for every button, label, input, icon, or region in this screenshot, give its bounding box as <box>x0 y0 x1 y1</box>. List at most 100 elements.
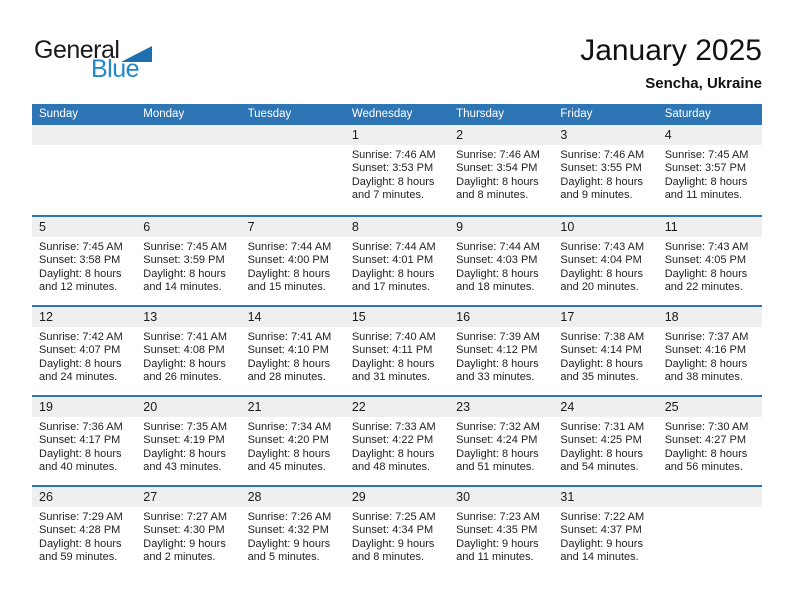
day-cell: 6 Sunrise: 7:45 AM Sunset: 3:59 PM Daylight… <box>136 217 241 305</box>
day-number: 24 <box>553 397 658 417</box>
daylight-text: Daylight: 8 hours and 9 minutes. <box>560 175 643 202</box>
day-info: Sunrise: 7:42 AM Sunset: 4:07 PM Daylight:… <box>32 327 136 385</box>
day-cell: 28 Sunrise: 7:26 AM Sunset: 4:32 PM Dayligh… <box>240 487 345 575</box>
sunrise-text: Sunrise: 7:35 AM <box>143 421 228 433</box>
daylight-text: Daylight: 8 hours and 15 minutes. <box>247 267 331 294</box>
day-number: 14 <box>240 307 345 327</box>
sunset-text: Sunset: 4:37 PM <box>560 524 642 537</box>
day-info: Sunrise: 7:25 AM Sunset: 4:34 PM Daylight:… <box>345 507 449 565</box>
sunrise-text: Sunrise: 7:44 AM <box>351 241 436 253</box>
sunrise-text: Sunrise: 7:45 AM <box>143 241 228 253</box>
daylight-text: Daylight: 8 hours and 33 minutes. <box>456 357 539 384</box>
calendar-grid: 1 Sunrise: 7:46 AM Sunset: 3:53 PM Daylight… <box>32 125 762 575</box>
day-cell: 31 Sunrise: 7:22 AM Sunset: 4:37 PM Dayligh… <box>553 487 658 575</box>
sunset-text: Sunset: 4:20 PM <box>247 434 329 447</box>
general-blue-logo: General Blue <box>34 38 154 82</box>
sunset-text: Sunset: 4:28 PM <box>39 524 121 537</box>
daylight-text: Daylight: 9 hours and 11 minutes. <box>456 537 539 564</box>
day-info: Sunrise: 7:34 AM Sunset: 4:20 PM Daylight:… <box>241 417 345 475</box>
day-number: 18 <box>657 307 762 327</box>
day-cell: 16 Sunrise: 7:39 AM Sunset: 4:12 PM Dayligh… <box>449 307 554 395</box>
day-cell: 9 Sunrise: 7:44 AM Sunset: 4:03 PM Daylight… <box>449 217 554 305</box>
daylight-text: Daylight: 8 hours and 18 minutes. <box>456 267 539 294</box>
day-info: Sunrise: 7:33 AM Sunset: 4:22 PM Daylight:… <box>345 417 449 475</box>
day-number: 10 <box>553 217 658 237</box>
day-info: Sunrise: 7:37 AM Sunset: 4:16 PM Daylight:… <box>658 327 762 385</box>
day-info <box>32 145 136 149</box>
daylight-text: Daylight: 8 hours and 56 minutes. <box>664 447 748 474</box>
day-info: Sunrise: 7:39 AM Sunset: 4:12 PM Daylight:… <box>449 327 553 385</box>
day-number: 1 <box>344 125 450 145</box>
daylight-text: Daylight: 8 hours and 38 minutes. <box>664 357 748 384</box>
day-cell: 12 Sunrise: 7:42 AM Sunset: 4:07 PM Dayligh… <box>32 307 137 395</box>
sunset-text: Sunset: 4:35 PM <box>456 524 538 537</box>
day-info: Sunrise: 7:29 AM Sunset: 4:28 PM Daylight:… <box>32 507 136 565</box>
day-cell: 4 Sunrise: 7:45 AM Sunset: 3:57 PM Daylight… <box>657 125 762 215</box>
weekday-header-wednesday: Wednesday <box>351 108 413 120</box>
day-info: Sunrise: 7:43 AM Sunset: 4:05 PM Daylight:… <box>658 237 762 295</box>
daylight-text: Daylight: 8 hours and 14 minutes. <box>143 267 226 294</box>
sunset-text: Sunset: 4:16 PM <box>664 344 747 357</box>
sunrise-text: Sunrise: 7:31 AM <box>560 421 645 433</box>
day-cell: 24 Sunrise: 7:31 AM Sunset: 4:25 PM Dayligh… <box>553 397 658 485</box>
daylight-text: Daylight: 8 hours and 48 minutes. <box>351 447 435 474</box>
day-cell: 22 Sunrise: 7:33 AM Sunset: 4:22 PM Dayligh… <box>344 397 450 485</box>
sunrise-text: Sunrise: 7:29 AM <box>39 511 123 523</box>
empty-day-cell <box>657 487 762 575</box>
day-cell: 15 Sunrise: 7:40 AM Sunset: 4:11 PM Dayligh… <box>344 307 450 395</box>
week-row: 12 Sunrise: 7:42 AM Sunset: 4:07 PM Dayligh… <box>32 305 762 395</box>
daylight-text: Daylight: 8 hours and 12 minutes. <box>39 267 122 294</box>
sunrise-text: Sunrise: 7:42 AM <box>39 331 123 343</box>
day-cell: 30 Sunrise: 7:23 AM Sunset: 4:35 PM Dayligh… <box>449 487 554 575</box>
sunset-text: Sunset: 4:01 PM <box>351 254 434 267</box>
day-cell: 29 Sunrise: 7:25 AM Sunset: 4:34 PM Dayligh… <box>344 487 450 575</box>
sunrise-text: Sunrise: 7:32 AM <box>456 421 540 433</box>
logo-triangle-icon <box>121 46 153 62</box>
sunset-text: Sunset: 4:05 PM <box>664 254 747 267</box>
day-info: Sunrise: 7:22 AM Sunset: 4:37 PM Daylight:… <box>553 507 657 565</box>
weekday-header-saturday: Saturday <box>664 108 711 120</box>
week-row: 1 Sunrise: 7:46 AM Sunset: 3:53 PM Daylight… <box>32 125 762 215</box>
daylight-text: Daylight: 9 hours and 5 minutes. <box>247 537 331 564</box>
sunrise-text: Sunrise: 7:45 AM <box>664 149 749 161</box>
weekday-header-friday: Friday <box>560 108 593 120</box>
sunrise-text: Sunrise: 7:38 AM <box>560 331 645 343</box>
day-number: 6 <box>136 217 241 237</box>
day-number <box>32 125 137 145</box>
day-info: Sunrise: 7:41 AM Sunset: 4:10 PM Daylight:… <box>241 327 345 385</box>
day-number: 2 <box>449 125 554 145</box>
empty-day-cell <box>32 125 137 215</box>
daylight-text: Daylight: 9 hours and 14 minutes. <box>560 537 643 564</box>
day-cell: 13 Sunrise: 7:41 AM Sunset: 4:08 PM Dayligh… <box>136 307 241 395</box>
week-row: 19 Sunrise: 7:36 AM Sunset: 4:17 PM Dayligh… <box>32 395 762 485</box>
logo-text-blue: Blue <box>91 55 140 83</box>
day-number: 30 <box>449 487 554 507</box>
location-subtitle: Sencha, Ukraine <box>645 75 762 92</box>
daylight-text: Daylight: 8 hours and 28 minutes. <box>247 357 331 384</box>
day-number <box>657 487 762 507</box>
daylight-text: Daylight: 8 hours and 31 minutes. <box>351 357 435 384</box>
sunrise-text: Sunrise: 7:41 AM <box>247 331 332 343</box>
daylight-text: Daylight: 8 hours and 8 minutes. <box>456 175 539 202</box>
weekday-header-monday: Monday <box>143 108 185 120</box>
day-number: 9 <box>449 217 554 237</box>
sunrise-text: Sunrise: 7:40 AM <box>351 331 436 343</box>
day-cell: 27 Sunrise: 7:27 AM Sunset: 4:30 PM Dayligh… <box>136 487 241 575</box>
sunset-text: Sunset: 4:07 PM <box>39 344 121 357</box>
sunset-text: Sunset: 3:57 PM <box>664 162 747 175</box>
daylight-text: Daylight: 8 hours and 40 minutes. <box>39 447 122 474</box>
day-number: 29 <box>344 487 450 507</box>
sunset-text: Sunset: 4:12 PM <box>456 344 538 357</box>
sunset-text: Sunset: 4:19 PM <box>143 434 225 447</box>
daylight-text: Daylight: 8 hours and 20 minutes. <box>560 267 643 294</box>
day-cell: 23 Sunrise: 7:32 AM Sunset: 4:24 PM Dayligh… <box>449 397 554 485</box>
day-info: Sunrise: 7:27 AM Sunset: 4:30 PM Daylight:… <box>136 507 240 565</box>
day-info: Sunrise: 7:23 AM Sunset: 4:35 PM Daylight:… <box>449 507 553 565</box>
day-cell: 5 Sunrise: 7:45 AM Sunset: 3:58 PM Daylight… <box>32 217 137 305</box>
day-number: 15 <box>344 307 450 327</box>
daylight-text: Daylight: 8 hours and 45 minutes. <box>247 447 331 474</box>
day-cell: 8 Sunrise: 7:44 AM Sunset: 4:01 PM Daylight… <box>344 217 450 305</box>
sunrise-text: Sunrise: 7:30 AM <box>664 421 749 433</box>
day-cell: 26 Sunrise: 7:29 AM Sunset: 4:28 PM Dayligh… <box>32 487 137 575</box>
empty-day-cell <box>136 125 241 215</box>
